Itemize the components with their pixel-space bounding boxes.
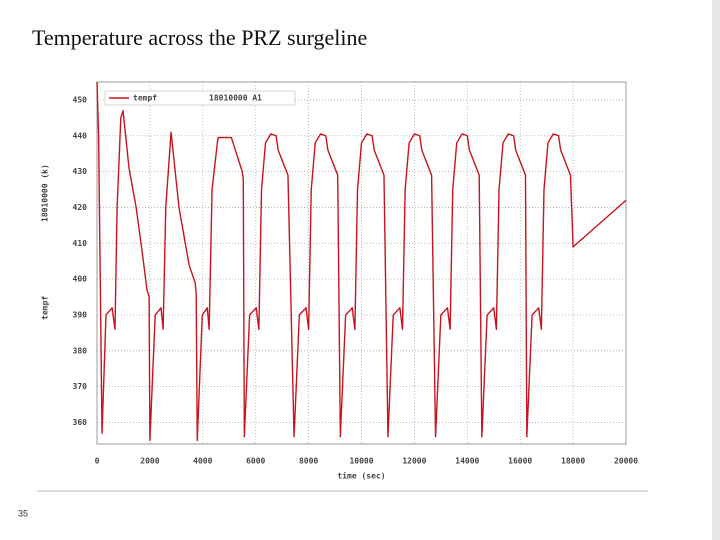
y-axis-label: tempf <box>41 296 50 320</box>
chart: 360 370 380 390 400 410 420 430 440 450 0 2000 4000 6… <box>41 81 638 481</box>
x-tick-label: 18000 <box>561 457 585 466</box>
y-axis-label: 18010000 (k) <box>41 164 50 222</box>
data-line <box>96 81 627 442</box>
y-tick-label: 370 <box>73 382 88 391</box>
legend-label: tempf <box>133 94 157 103</box>
y-tick-label: 400 <box>73 275 88 284</box>
x-tick-label: 0 <box>95 457 100 466</box>
y-tick-label: 380 <box>73 346 88 355</box>
y-tick-label: 420 <box>73 203 88 212</box>
x-tick-label: 4000 <box>193 457 212 466</box>
y-tick-label: 410 <box>73 239 88 248</box>
page-number: 35 <box>18 508 28 518</box>
x-axis-label: time (sec) <box>337 471 385 481</box>
slide-edge <box>712 0 720 540</box>
legend-label: 18010000 A1 <box>209 94 262 103</box>
x-tick-label: 12000 <box>402 457 426 466</box>
x-tick-label: 6000 <box>246 457 265 466</box>
slide-title: Temperature across the PRZ surgeline <box>32 25 367 50</box>
y-tick-label: 360 <box>73 418 88 427</box>
x-tick-label: 2000 <box>140 457 159 466</box>
y-tick-label: 440 <box>73 131 88 140</box>
x-tick-label: 10000 <box>349 457 373 466</box>
x-tick-label: 20000 <box>614 457 638 466</box>
y-tick-label: 450 <box>73 95 88 104</box>
x-tick-label: 14000 <box>455 457 479 466</box>
y-tick-label: 430 <box>73 167 88 176</box>
y-tick-label: 390 <box>73 310 88 319</box>
x-tick-label: 8000 <box>299 457 318 466</box>
x-tick-label: 16000 <box>508 457 532 466</box>
legend-box <box>104 90 296 106</box>
